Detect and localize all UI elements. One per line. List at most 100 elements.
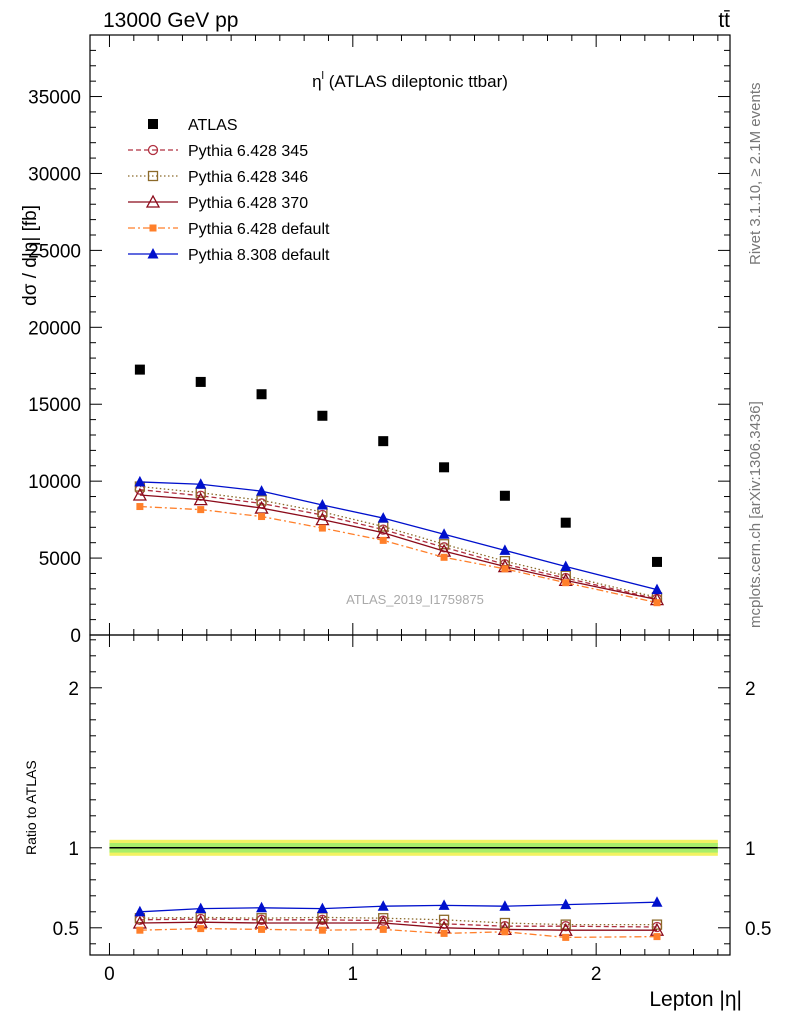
data-point xyxy=(439,462,450,473)
x-axis-label: Lepton |η| xyxy=(649,988,742,1011)
ratio-y-tick-label: 2 xyxy=(68,679,79,700)
ratio-y-tick-label-right: 1 xyxy=(745,839,756,860)
series-line xyxy=(139,505,658,604)
legend-marker xyxy=(147,248,159,259)
data-point xyxy=(379,536,387,544)
main-y-tick-label: 15000 xyxy=(28,395,81,416)
x-tick-label: 0 xyxy=(104,964,115,985)
data-point xyxy=(195,478,207,489)
ratio-axis-ticks: 0.5 0.5 1 1 2 2 0 1 2 xyxy=(53,635,771,985)
legend-label: Pythia 8.308 default xyxy=(188,247,330,264)
data-point xyxy=(256,389,267,400)
main-title: ηl (ATLAS dileptonic ttbar) xyxy=(312,70,508,91)
data-point xyxy=(499,544,511,555)
data-point xyxy=(256,495,267,506)
legend-marker xyxy=(148,119,158,129)
data-point xyxy=(560,560,572,572)
ratio-line xyxy=(139,916,657,926)
data-point xyxy=(377,512,389,523)
ratio-y-tick-label-right: 0.5 xyxy=(745,919,771,940)
ratio-point xyxy=(499,917,511,929)
legend-entry: Pythia 6.428 346 xyxy=(128,169,308,186)
data-point xyxy=(132,487,147,501)
ratio-point xyxy=(438,899,450,910)
legend-marker xyxy=(145,194,161,208)
main-y-tick-label: 25000 xyxy=(28,241,81,262)
energy-label: 13000 GeV pp xyxy=(103,9,238,32)
ratio-point xyxy=(316,902,328,914)
x-tick-label: 2 xyxy=(591,964,602,985)
ratio-y-tick-label: 0.5 xyxy=(53,919,79,940)
main-y-tick-label: 30000 xyxy=(28,164,81,185)
data-point xyxy=(560,517,571,528)
legend-entry: Pythia 6.428 370 xyxy=(128,194,308,212)
data-point xyxy=(193,492,208,506)
data-point xyxy=(195,376,206,387)
process-label: tt̄ xyxy=(718,9,730,32)
ratio-series-pythia-6-428-default xyxy=(136,925,661,941)
main-series-layer xyxy=(132,364,665,607)
main-panel-frame xyxy=(89,34,731,636)
ratio-point xyxy=(562,933,570,941)
data-point xyxy=(499,490,510,501)
data-point xyxy=(136,503,144,511)
main-y-tick-label: 5000 xyxy=(39,549,81,570)
legend-label: Pythia 6.428 345 xyxy=(188,143,308,160)
data-point xyxy=(438,528,450,539)
data-point xyxy=(562,579,570,587)
ratio-point xyxy=(256,901,268,913)
main-y-tick-label: 10000 xyxy=(28,472,81,493)
ratio-point xyxy=(438,914,450,925)
ratio-line xyxy=(139,901,658,913)
series-pythia-6-428-346 xyxy=(134,481,663,603)
data-point xyxy=(316,499,328,510)
series-line xyxy=(139,494,658,601)
series-atlas xyxy=(134,364,662,567)
ratio-y-axis-label: Ratio to ATLAS xyxy=(23,760,39,855)
ratio-panel: 0.5 0.5 1 1 2 2 0 1 2 Ratio to ATLAS Lepton |η| xyxy=(23,634,771,1011)
legend-label: Pythia 6.428 default xyxy=(188,221,330,238)
legend-entry: Pythia 6.428 345 xyxy=(128,143,308,160)
ratio-point xyxy=(197,925,205,933)
ratio-point xyxy=(651,896,663,907)
legend-entry: ATLAS xyxy=(148,117,238,134)
series-line xyxy=(139,488,658,600)
main-panel: 0 5000 10000 15000 20000 25000 30000 35000 ηl (… xyxy=(20,34,731,647)
main-y-tick-label: 0 xyxy=(70,626,81,647)
series-pythia-6-428-default xyxy=(136,503,661,607)
analysis-watermark: ATLAS_2019_I1759875 xyxy=(346,592,484,607)
data-point xyxy=(438,539,450,550)
ratio-point xyxy=(499,900,511,911)
ratio-point xyxy=(440,929,448,937)
legend-marker xyxy=(149,224,157,232)
data-point xyxy=(378,436,389,447)
ratio-point xyxy=(136,926,144,934)
ratio-y-tick-label: 1 xyxy=(68,839,79,860)
data-point xyxy=(258,513,266,521)
main-y-tick-label: 35000 xyxy=(28,88,81,109)
main-y-axis-label: dσ / d|η| [fb] xyxy=(20,205,41,306)
ratio-point xyxy=(379,925,387,933)
ratio-series-pythia-8-308-default xyxy=(134,896,663,917)
data-point xyxy=(256,485,268,496)
data-point xyxy=(651,556,662,567)
legend-label: Pythia 6.428 370 xyxy=(188,195,308,212)
legend: ATLAS Pythia 6.428 345 Pythia 6.428 346 Pyt… xyxy=(128,117,330,264)
series-pythia-8-308-default xyxy=(134,475,663,595)
ratio-point xyxy=(318,926,326,934)
ratio-uncertainty-band xyxy=(109,839,718,856)
ratio-series-layer xyxy=(132,896,665,941)
legend-label: ATLAS xyxy=(188,117,238,134)
data-point xyxy=(134,475,146,487)
ratio-point xyxy=(195,902,207,914)
legend-marker xyxy=(147,170,159,182)
legend-marker xyxy=(147,144,159,156)
ratio-point xyxy=(258,925,266,933)
rivet-version-label: Rivet 3.1.10, ≥ 2.1M events xyxy=(747,83,764,266)
ratio-point xyxy=(501,928,509,936)
ratio-point xyxy=(560,898,572,910)
x-tick-label: 1 xyxy=(348,964,359,985)
data-point xyxy=(318,524,326,532)
data-point xyxy=(440,553,448,561)
